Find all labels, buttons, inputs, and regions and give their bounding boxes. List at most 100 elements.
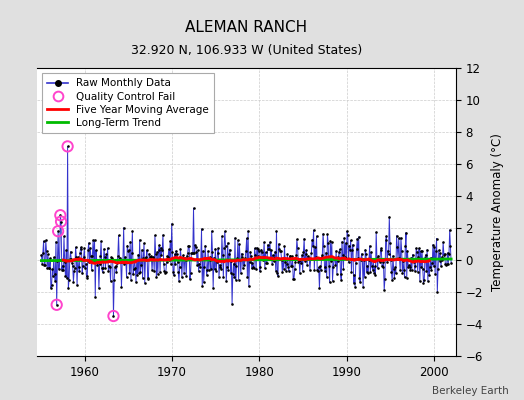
Point [63,143,72,150]
Point [182,273,190,279]
Point [176,264,184,270]
Point [119,257,127,264]
Point [101,254,109,260]
Point [336,271,345,278]
Point [192,248,201,255]
Point [361,274,369,280]
Point [148,267,156,273]
Point [37,252,46,258]
Point [364,270,373,276]
Point [286,253,294,260]
Point [405,262,413,268]
Point [417,248,425,254]
Point [39,250,47,256]
Point [320,243,328,250]
Point [175,278,183,284]
Point [248,260,257,266]
Point [81,265,89,271]
Point [257,246,265,253]
Point [128,228,137,234]
Point [44,251,52,258]
Point [418,247,426,254]
Point [151,251,160,258]
Point [445,227,454,233]
Point [413,268,422,275]
Point [224,266,233,273]
Point [88,267,96,273]
Point [309,227,318,233]
Point [346,237,355,244]
Point [69,278,78,285]
Point [46,255,54,262]
Point [56,212,64,218]
Point [123,274,131,280]
Point [82,273,91,280]
Point [51,278,59,284]
Point [60,233,68,240]
Point [302,247,311,253]
Point [84,247,92,254]
Point [389,266,398,272]
Point [359,284,367,290]
Point [58,262,67,269]
Point [431,270,439,277]
Point [303,262,311,268]
Point [226,270,235,276]
Point [256,268,264,274]
Point [121,254,129,260]
Point [47,282,56,288]
Point [204,267,213,274]
Point [398,248,406,254]
Point [314,268,322,274]
Point [254,252,262,259]
Point [91,294,100,300]
Point [48,266,57,272]
Point [213,250,222,256]
Point [77,246,85,252]
Point [215,273,223,280]
Point [209,285,217,291]
Point [427,267,435,273]
Point [378,263,387,270]
Point [407,254,416,261]
Point [288,253,297,260]
Point [75,268,83,274]
Point [330,256,338,262]
Point [440,252,448,258]
Point [359,257,368,263]
Point [114,232,123,239]
Point [422,268,431,274]
Point [402,229,410,236]
Point [103,257,111,263]
Point [404,264,412,270]
Point [432,248,440,254]
Point [268,261,276,267]
Point [341,254,349,261]
Point [173,258,182,265]
Point [102,251,111,258]
Point [193,262,201,268]
Point [144,274,152,281]
Point [439,239,447,246]
Point [337,277,345,283]
Point [163,253,171,259]
Point [263,260,271,266]
Point [74,264,83,270]
Point [221,243,230,249]
Point [400,267,408,274]
Point [346,247,354,254]
Point [155,242,163,248]
Point [438,254,446,260]
Point [59,267,68,273]
Point [376,258,384,265]
Point [108,258,117,264]
Point [170,251,179,257]
Point [342,240,350,246]
Point [241,262,249,268]
Point [256,264,265,271]
Point [166,238,174,244]
Point [381,276,389,282]
Point [275,241,283,247]
Point [222,278,231,284]
Point [105,262,113,269]
